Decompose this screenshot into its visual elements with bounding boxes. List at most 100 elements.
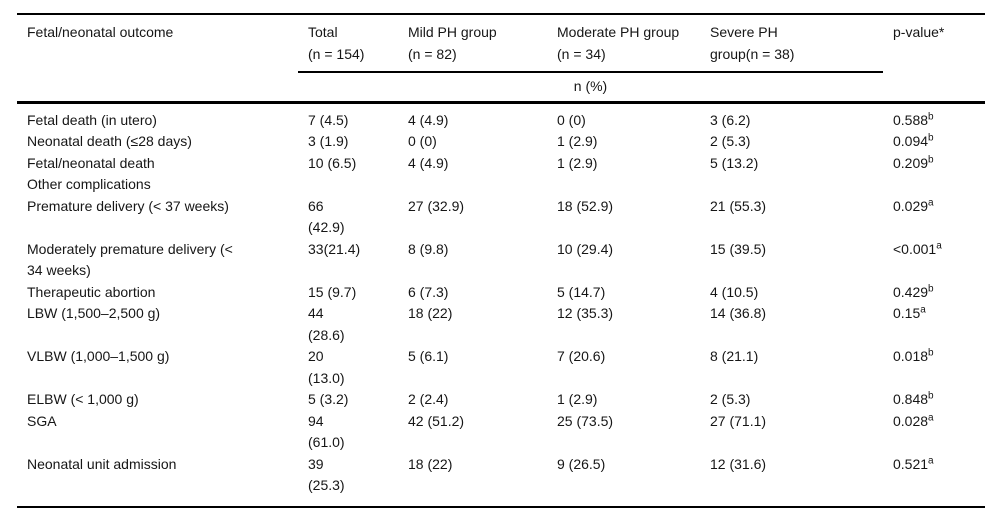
header-row: Fetal/neonatal outcome Total (n = 154) M… bbox=[17, 14, 985, 73]
outcome-label: Therapeutic abortion bbox=[27, 283, 156, 300]
mild-value: 18 (22) bbox=[408, 455, 453, 472]
p-value-superscript: b bbox=[928, 390, 934, 402]
table-row-section: Other complications bbox=[17, 174, 985, 196]
moderate-value: 1 (2.9) bbox=[557, 391, 598, 407]
subheader-row: n (%) bbox=[17, 72, 985, 104]
p-value-superscript: b bbox=[928, 282, 934, 294]
moderate-value: 1 (2.9) bbox=[557, 133, 598, 149]
mild-value: 5 (6.1) bbox=[408, 348, 449, 364]
table-row: VLBW (1,000–1,500 g) 20 (13.0) 5 (6.1) 7… bbox=[17, 346, 985, 389]
moderate-value: 18 (52.9) bbox=[557, 197, 614, 214]
outcome-label: LBW (1,500–2,500 g) bbox=[27, 305, 161, 321]
outcome-label: Fetal/neonatal death bbox=[27, 154, 155, 171]
p-value-superscript: a bbox=[928, 411, 934, 423]
total-value: 7 (4.5) bbox=[308, 111, 349, 128]
moderate-value: 0 (0) bbox=[557, 111, 586, 128]
severe-value: 3 (6.2) bbox=[710, 111, 751, 128]
p-value-number: 0.521 bbox=[893, 455, 929, 472]
outcome-label: SGA bbox=[27, 412, 57, 429]
severe-value: 2 (5.3) bbox=[710, 133, 751, 149]
moderate-value: 7 (20.6) bbox=[557, 348, 606, 364]
p-value: 0.028a bbox=[883, 411, 985, 454]
p-value-superscript: b bbox=[928, 110, 934, 122]
p-value-superscript: b bbox=[928, 153, 934, 165]
severe-value: 21 (55.3) bbox=[710, 197, 767, 214]
total-value: 44 (28.6) bbox=[308, 305, 345, 343]
moderate-value: 5 (14.7) bbox=[557, 283, 606, 300]
p-value: 0.209b bbox=[883, 153, 985, 175]
column-header-total: Total (n = 154) bbox=[298, 14, 398, 73]
p-value: <0.001a bbox=[883, 239, 985, 282]
total-value: 20 (13.0) bbox=[308, 348, 345, 386]
column-header-mild-ph-group: Mild PH group (n = 82) bbox=[398, 14, 547, 73]
p-value-superscript: a bbox=[920, 304, 926, 316]
severe-value: 5 (13.2) bbox=[710, 154, 759, 171]
mild-value: 8 (9.8) bbox=[408, 240, 449, 257]
table-row: Neonatal death (≤28 days) 3 (1.9) 0 (0) … bbox=[17, 131, 985, 153]
outcome-label: Premature delivery (< 37 weeks) bbox=[27, 197, 229, 214]
mild-value: 6 (7.3) bbox=[408, 283, 449, 300]
p-value-superscript: a bbox=[928, 454, 934, 466]
mild-value bbox=[398, 174, 547, 196]
fetal-neonatal-outcomes-table: Fetal/neonatal outcome Total (n = 154) M… bbox=[17, 13, 985, 508]
table-row: Therapeutic abortion 15 (9.7) 6 (7.3) 5 … bbox=[17, 282, 985, 304]
p-value-superscript: b bbox=[928, 347, 934, 359]
severe-value: 27 (71.1) bbox=[710, 412, 767, 429]
p-value-number: 0.429 bbox=[893, 283, 929, 300]
moderate-value: 12 (35.3) bbox=[557, 305, 614, 321]
p-value-number: <0.001 bbox=[893, 240, 937, 257]
p-value: 0.521a bbox=[883, 454, 985, 507]
p-value-superscript: a bbox=[928, 196, 934, 208]
p-value: 0.15a bbox=[883, 303, 985, 346]
outcome-label: Fetal death (in utero) bbox=[27, 111, 157, 128]
outcome-label: Neonatal death (≤28 days) bbox=[27, 133, 192, 149]
p-value: 0.094b bbox=[883, 131, 985, 153]
mild-value: 4 (4.9) bbox=[408, 154, 449, 171]
mild-value: 4 (4.9) bbox=[408, 111, 449, 128]
column-header-outcome: Fetal/neonatal outcome bbox=[27, 24, 174, 40]
severe-value bbox=[700, 174, 883, 196]
total-value: 5 (3.2) bbox=[308, 391, 349, 407]
total-value: 33(21.4) bbox=[308, 240, 361, 257]
p-value-number: 0.028 bbox=[893, 412, 929, 429]
moderate-value: 25 (73.5) bbox=[557, 412, 614, 429]
total-value: 66 (42.9) bbox=[308, 197, 345, 236]
table-row: SGA 94 (61.0) 42 (51.2) 25 (73.5) 27 (71… bbox=[17, 411, 985, 454]
outcome-label: Neonatal unit admission bbox=[27, 455, 177, 472]
table-row: ELBW (< 1,000 g) 5 (3.2) 2 (2.4) 1 (2.9)… bbox=[17, 389, 985, 411]
p-value: 0.588b bbox=[883, 102, 985, 131]
p-value: 0.429b bbox=[883, 282, 985, 304]
p-value: 0.018b bbox=[883, 346, 985, 389]
total-value: 39 (25.3) bbox=[308, 455, 345, 494]
moderate-value: 9 (26.5) bbox=[557, 455, 606, 472]
outcome-label: Moderately premature delivery (< 34 week… bbox=[27, 240, 233, 279]
subheader-n-percent: n (%) bbox=[298, 72, 883, 104]
table-row: Neonatal unit admission 39 (25.3) 18 (22… bbox=[17, 454, 985, 507]
severe-value: 2 (5.3) bbox=[710, 391, 751, 407]
p-value: 0.029a bbox=[883, 196, 985, 239]
p-value-number: 0.018 bbox=[893, 348, 929, 364]
p-value-number: 0.029 bbox=[893, 197, 929, 214]
total-value: 94 (61.0) bbox=[308, 412, 345, 451]
paper-table-page: Fetal/neonatal outcome Total (n = 154) M… bbox=[17, 13, 985, 508]
section-label: Other complications bbox=[27, 176, 151, 192]
subheader-spacer-right bbox=[883, 72, 985, 104]
severe-value: 4 (10.5) bbox=[710, 283, 759, 300]
p-value-number: 0.848 bbox=[893, 391, 929, 407]
severe-value: 14 (36.8) bbox=[710, 305, 767, 321]
p-value-number: 0.588 bbox=[893, 111, 929, 128]
severe-value: 8 (21.1) bbox=[710, 348, 759, 364]
p-value-number: 0.094 bbox=[893, 133, 929, 149]
severe-value: 15 (39.5) bbox=[710, 240, 767, 257]
mild-value: 18 (22) bbox=[408, 305, 453, 321]
table-row: Moderately premature delivery (< 34 week… bbox=[17, 239, 985, 282]
p-value-superscript: b bbox=[928, 132, 934, 144]
p-value-number: 0.209 bbox=[893, 154, 929, 171]
total-value bbox=[298, 174, 398, 196]
mild-value: 27 (32.9) bbox=[408, 197, 465, 214]
p-value: 0.848b bbox=[883, 389, 985, 411]
mild-value: 2 (2.4) bbox=[408, 391, 449, 407]
total-value: 3 (1.9) bbox=[308, 133, 349, 149]
mild-value: 42 (51.2) bbox=[408, 412, 465, 429]
moderate-value bbox=[547, 174, 700, 196]
